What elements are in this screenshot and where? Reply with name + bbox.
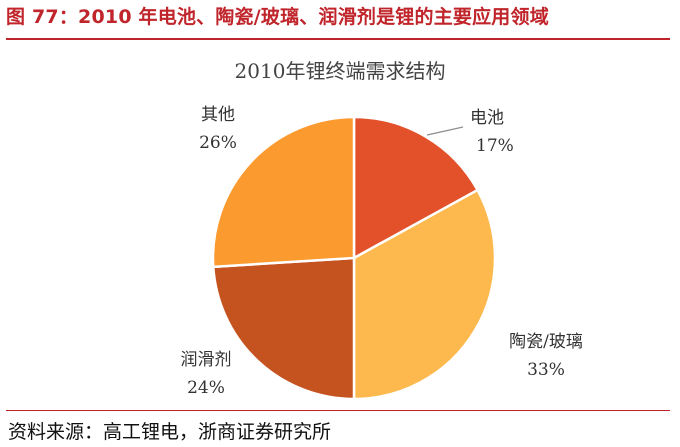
slice-value-ceramics-glass: 33% xyxy=(527,360,565,380)
pie-slice-other xyxy=(211,115,356,269)
pie-slices xyxy=(211,115,497,401)
source-divider xyxy=(6,410,670,411)
slice-label-battery: 电池 xyxy=(470,108,504,128)
slice-label-lubricant: 润滑剂 xyxy=(181,350,232,370)
source-note: 资料来源：高工锂电，浙商证券研究所 xyxy=(8,421,332,443)
pie-slice-ceramics-glass xyxy=(352,188,497,401)
pie-slice-lubricant xyxy=(212,256,356,401)
chart-title: 2010年锂终端需求结构 xyxy=(235,59,446,83)
leader-line-battery xyxy=(426,126,464,136)
pie-chart: 2010年锂终端需求结构 电池 17% 陶瓷/玻璃 33% 润滑剂 24% 其他… xyxy=(181,59,583,401)
slice-value-lubricant: 24% xyxy=(187,378,225,398)
slice-value-other: 26% xyxy=(199,133,237,153)
slice-label-ceramics-glass: 陶瓷/玻璃 xyxy=(509,332,583,352)
title-underline xyxy=(6,38,670,40)
slice-label-other: 其他 xyxy=(201,105,235,125)
slice-value-battery: 17% xyxy=(476,136,514,156)
figure-title: 图 77：2010 年电池、陶瓷/玻璃、润滑剂是锂的主要应用领域 xyxy=(6,6,549,28)
pie-slice-battery xyxy=(352,115,479,260)
